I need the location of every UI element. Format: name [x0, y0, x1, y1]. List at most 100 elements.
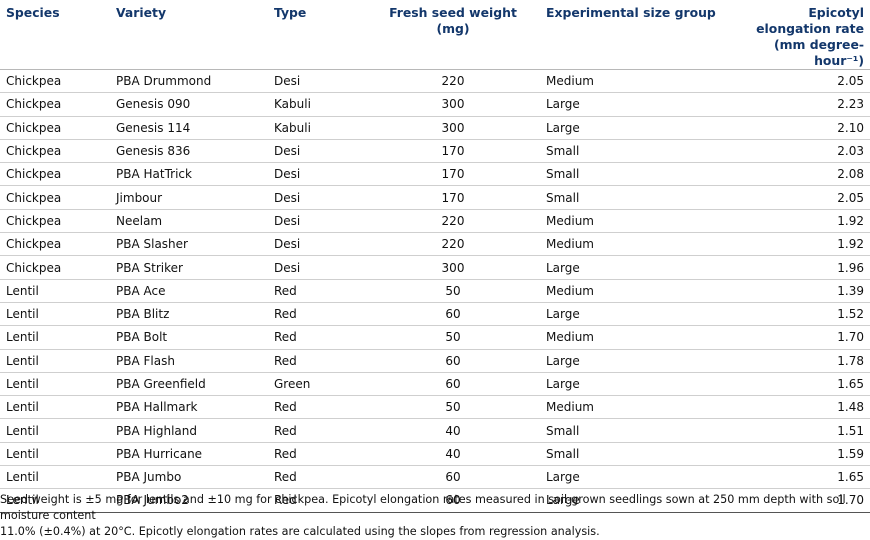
cell-variety: Genesis 090: [110, 92, 268, 117]
cell-group: Large: [540, 116, 742, 140]
cell-weight: 50: [366, 325, 540, 350]
cell-rate: 2.23: [742, 92, 870, 117]
table-row: Chickpea PBA Striker Desi 300 Large 1.96: [0, 255, 870, 280]
table-body: Chickpea PBA Drummond Desi 220 Medium 2.05 Chi…: [0, 69, 870, 513]
cell-group: Small: [540, 442, 742, 467]
cell-weight: 220: [366, 232, 540, 257]
cell-group: Medium: [540, 325, 742, 350]
cell-type: Kabuli: [268, 116, 366, 140]
cell-rate: 2.05: [742, 185, 870, 210]
cell-type: Red: [268, 488, 366, 513]
cell-weight: 60: [366, 372, 540, 397]
header-weight-line2: (mg): [436, 21, 470, 36]
cell-rate: 1.65: [742, 465, 870, 490]
cell-species: Chickpea: [0, 232, 110, 257]
table-row: Lentil PBA Blitz Red 60 Large 1.52: [0, 302, 870, 327]
cell-species: Lentil: [0, 442, 110, 467]
table-row: Chickpea PBA HatTrick Desi 170 Small 2.08: [0, 162, 870, 187]
cell-weight: 60: [366, 349, 540, 373]
header-variety: Variety: [110, 0, 268, 70]
cell-group: Large: [540, 349, 742, 373]
table-row: Lentil PBA Bolt Red 50 Medium 1.70: [0, 325, 870, 350]
header-rate-line2: (mm degree-hour⁻¹): [773, 37, 864, 68]
cell-species: Chickpea: [0, 139, 110, 164]
cell-rate: 1.48: [742, 395, 870, 420]
cell-type: Green: [268, 372, 366, 397]
cell-weight: 170: [366, 162, 540, 187]
table-row: Chickpea PBA Slasher Desi 220 Medium 1.92: [0, 232, 870, 257]
table-row: Lentil PBA Jumbo Red 60 Large 1.65: [0, 465, 870, 490]
cell-weight: 300: [366, 92, 540, 117]
cell-rate: 1.70: [742, 488, 870, 513]
cell-group: Large: [540, 302, 742, 327]
cell-weight: 60: [366, 465, 540, 490]
cell-species: Chickpea: [0, 69, 110, 94]
cell-group: Small: [540, 418, 742, 443]
cell-species: Chickpea: [0, 185, 110, 210]
table-row: Lentil PBA Flash Red 60 Large 1.78: [0, 349, 870, 373]
cell-variety: PBA Bolt: [110, 325, 268, 350]
cell-type: Desi: [268, 185, 366, 210]
cell-variety: PBA Ace: [110, 279, 268, 303]
table-row: Chickpea Genesis 836 Desi 170 Small 2.03: [0, 139, 870, 164]
cell-rate: 1.92: [742, 232, 870, 257]
cell-weight: 40: [366, 442, 540, 467]
table-row: Lentil PBA Ace Red 50 Medium 1.39: [0, 279, 870, 303]
cell-group: Large: [540, 465, 742, 490]
cell-species: Chickpea: [0, 92, 110, 117]
header-rate-line1: Epicotyl elongation rate: [756, 5, 864, 36]
header-fresh-seed-weight: Fresh seed weight (mg): [366, 0, 540, 70]
cell-group: Small: [540, 162, 742, 187]
cell-type: Red: [268, 325, 366, 350]
cell-weight: 170: [366, 185, 540, 210]
cell-variety: PBA Hallmark: [110, 395, 268, 420]
cell-rate: 1.96: [742, 255, 870, 280]
cell-species: Chickpea: [0, 209, 110, 234]
cell-group: Medium: [540, 209, 742, 234]
cell-group: Small: [540, 185, 742, 210]
cell-species: Lentil: [0, 488, 110, 513]
cell-weight: 50: [366, 279, 540, 303]
table-row: Chickpea Jimbour Desi 170 Small 2.05: [0, 185, 870, 210]
header-type: Type: [268, 0, 366, 70]
cell-variety: PBA Greenfield: [110, 372, 268, 397]
cell-variety: PBA Slasher: [110, 232, 268, 257]
table-row: Chickpea Genesis 090 Kabuli 300 Large 2.23: [0, 92, 870, 117]
cell-rate: 1.70: [742, 325, 870, 350]
table-row: Chickpea Genesis 114 Kabuli 300 Large 2.10: [0, 116, 870, 140]
table-row: Chickpea PBA Drummond Desi 220 Medium 2.05: [0, 69, 870, 94]
cell-variety: Genesis 836: [110, 139, 268, 164]
cell-rate: 1.92: [742, 209, 870, 234]
cell-variety: PBA Jumbo2: [110, 488, 268, 513]
cell-variety: Neelam: [110, 209, 268, 234]
cell-rate: 1.52: [742, 302, 870, 327]
cell-variety: Genesis 114: [110, 116, 268, 140]
cell-type: Red: [268, 349, 366, 373]
cell-rate: 1.78: [742, 349, 870, 373]
cell-rate: 1.39: [742, 279, 870, 303]
cell-type: Desi: [268, 209, 366, 234]
cell-weight: 220: [366, 69, 540, 94]
table-row: Lentil PBA Highland Red 40 Small 1.51: [0, 418, 870, 443]
cell-group: Medium: [540, 395, 742, 420]
cell-weight: 60: [366, 302, 540, 327]
cell-group: Small: [540, 139, 742, 164]
table-row: Lentil PBA Hurricane Red 40 Small 1.59: [0, 442, 870, 467]
cell-weight: 40: [366, 418, 540, 443]
cell-rate: 1.65: [742, 372, 870, 397]
cell-variety: PBA Blitz: [110, 302, 268, 327]
cell-species: Lentil: [0, 418, 110, 443]
cell-type: Desi: [268, 162, 366, 187]
cell-rate: 1.59: [742, 442, 870, 467]
cell-rate: 2.05: [742, 69, 870, 94]
cell-group: Large: [540, 255, 742, 280]
cell-variety: PBA Striker: [110, 255, 268, 280]
footnote-line1: Seed weight is ±5 mg for lentils and ±10…: [0, 493, 846, 522]
cell-group: Large: [540, 372, 742, 397]
cell-variety: PBA Drummond: [110, 69, 268, 94]
cell-group: Medium: [540, 232, 742, 257]
cell-species: Lentil: [0, 395, 110, 420]
header-weight-line1: Fresh seed weight: [389, 5, 517, 20]
table-footnote: Seed weight is ±5 mg for lentils and ±10…: [0, 492, 868, 540]
